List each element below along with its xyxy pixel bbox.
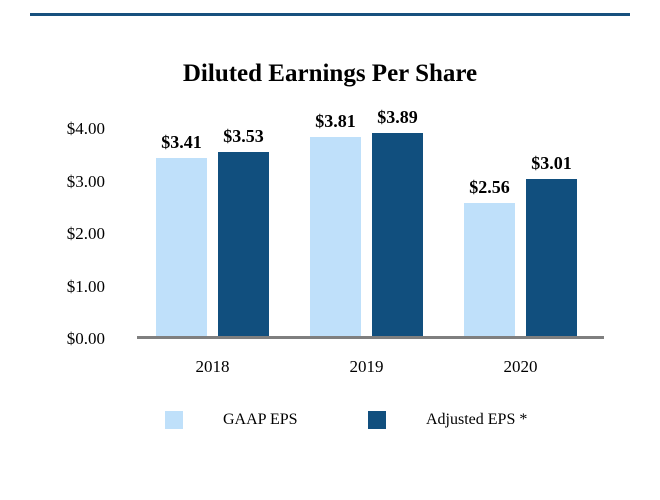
x-tick-label-2020: 2020: [503, 357, 538, 376]
bar-value-label-gaap-eps-2019: $3.81: [315, 111, 356, 131]
bar-gaap-eps-2019: [310, 137, 361, 339]
bar-value-label-adjusted-eps-2020: $3.01: [531, 153, 572, 173]
top-divider-line: [30, 13, 630, 16]
bar-adjusted-eps-2018: [218, 152, 269, 339]
legend-label-gaap-eps: GAAP EPS: [223, 411, 298, 428]
bar-value-label-gaap-eps-2018: $3.41: [161, 132, 202, 152]
legend-swatch-gaap-eps: [165, 411, 183, 429]
bar-gaap-eps-2018: [156, 158, 207, 339]
legend-item-gaap-eps: GAAP EPS: [165, 410, 298, 430]
x-tick-label-2019: 2019: [349, 357, 384, 376]
bar-adjusted-eps-2020: [526, 179, 577, 339]
y-tick-label-2-00: $2.00: [66, 224, 105, 243]
legend-swatch-adjusted-eps: [368, 411, 386, 429]
y-tick-label-0-00: $0.00: [66, 329, 105, 348]
bar-adjusted-eps-2019: [372, 133, 423, 339]
bar-gaap-eps-2020: [464, 203, 515, 339]
bar-value-label-adjusted-eps-2018: $3.53: [223, 126, 264, 146]
bar-value-label-adjusted-eps-2019: $3.89: [377, 107, 418, 127]
legend-label-adjusted-eps: Adjusted EPS *: [426, 411, 528, 428]
chart-title: Diluted Earnings Per Share: [182, 60, 478, 87]
y-tick-label-3-00: $3.00: [66, 171, 105, 191]
legend-item-adjusted-eps: Adjusted EPS *: [368, 410, 527, 430]
y-tick-label-1-00: $1.00: [66, 276, 105, 296]
x-tick-label-2018: 2018: [195, 357, 230, 376]
x-axis-line: [137, 336, 604, 339]
y-tick-label-4-00: $4.00: [66, 119, 105, 138]
bar-value-label-gaap-eps-2020: $2.56: [469, 177, 510, 197]
